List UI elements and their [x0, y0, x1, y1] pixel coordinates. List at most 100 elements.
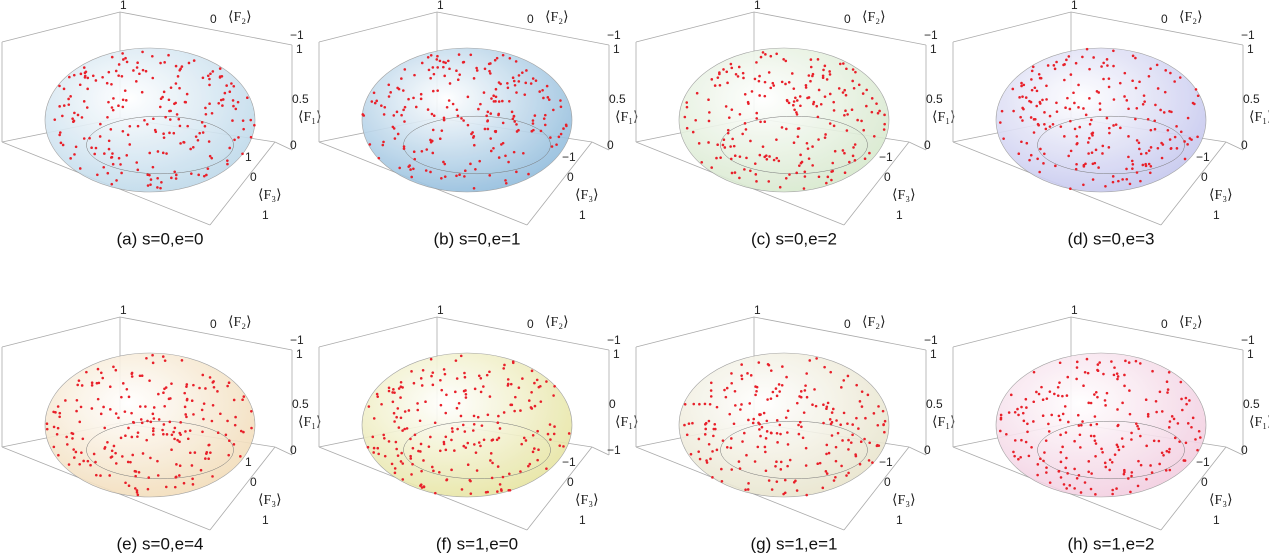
sample-point — [125, 388, 129, 391]
sample-point — [816, 115, 820, 119]
sample-point — [1089, 401, 1093, 405]
sample-point — [501, 99, 504, 103]
sample-point — [784, 416, 788, 419]
sample-point — [1019, 115, 1022, 119]
sample-point — [124, 434, 127, 438]
sample-point — [1052, 64, 1056, 67]
sample-point — [110, 449, 114, 453]
sample-point — [151, 54, 154, 58]
sample-point — [1067, 55, 1071, 58]
sample-point — [90, 381, 94, 385]
sample-point — [1146, 415, 1150, 418]
sample-point — [455, 406, 459, 410]
sample-point — [108, 385, 112, 389]
sample-point — [1118, 81, 1122, 85]
axis-label: −1 — [1196, 455, 1210, 469]
surface-contour — [720, 115, 868, 175]
sample-point — [1090, 118, 1093, 122]
caption: (h) s=1,e=2 — [1068, 534, 1155, 553]
sample-point — [728, 412, 732, 416]
caption: (d) s=0,e=3 — [1068, 229, 1155, 248]
sample-point — [700, 160, 704, 164]
sample-point — [496, 421, 500, 425]
sample-point — [108, 474, 111, 477]
sample-point — [763, 445, 767, 449]
sample-point — [455, 108, 459, 112]
axis-label: 0.5 — [292, 397, 309, 411]
sample-point — [716, 76, 720, 79]
sample-point — [811, 72, 815, 76]
sample-point — [233, 423, 237, 427]
sample-point — [442, 65, 445, 69]
sample-point — [754, 393, 757, 397]
sample-point — [463, 169, 467, 173]
sample-point — [519, 409, 522, 412]
sample-point — [372, 91, 376, 95]
sample-point — [1115, 487, 1118, 490]
sample-point — [210, 111, 214, 115]
sample-point — [372, 451, 375, 454]
sample-point — [1024, 96, 1028, 99]
sample-point — [95, 381, 99, 385]
sample-point — [719, 156, 722, 159]
sample-point — [507, 160, 510, 164]
sample-point — [1088, 136, 1091, 140]
sample-point — [483, 127, 487, 131]
sample-point — [490, 97, 493, 100]
sample-point — [1064, 106, 1067, 110]
sample-point — [178, 474, 181, 477]
sample-point — [775, 480, 779, 483]
sample-point — [1147, 149, 1151, 152]
sample-point — [484, 490, 488, 494]
box-edge — [318, 11, 438, 43]
sample-point — [455, 69, 458, 72]
sample-point — [774, 387, 778, 390]
sample-point — [777, 159, 781, 163]
sample-point — [476, 415, 480, 419]
sample-point — [211, 475, 214, 478]
sample-point — [882, 423, 885, 427]
sample-point — [226, 159, 229, 162]
sample-point — [126, 133, 130, 137]
sample-point — [162, 136, 166, 139]
sample-point — [839, 423, 842, 427]
surface-contour — [403, 420, 551, 480]
sample-point — [168, 420, 172, 424]
sample-point — [1024, 440, 1028, 444]
sample-point — [399, 380, 403, 384]
sample-point — [216, 431, 220, 435]
sample-point — [382, 140, 385, 144]
sample-point — [507, 472, 511, 476]
sample-point — [790, 72, 794, 75]
sample-point — [98, 135, 102, 138]
sample-point — [779, 460, 783, 464]
sample-point — [205, 452, 208, 455]
sample-point — [1152, 439, 1156, 443]
axis-label: 1 — [262, 208, 269, 222]
sample-point — [1053, 392, 1056, 396]
sample-point — [724, 105, 728, 108]
sample-point — [94, 473, 98, 477]
sample-point — [1079, 491, 1083, 494]
sample-point — [832, 100, 835, 104]
sample-point — [231, 99, 235, 102]
sample-point — [1182, 459, 1186, 462]
axis-label: −1 — [290, 28, 304, 42]
sample-point — [1196, 448, 1199, 452]
sample-point — [400, 113, 403, 117]
sample-point — [77, 379, 81, 382]
sample-point — [149, 420, 153, 424]
sample-point — [392, 127, 396, 130]
sample-point — [1076, 413, 1080, 417]
sample-point — [420, 469, 423, 473]
sample-point — [226, 419, 229, 423]
sample-point — [538, 90, 542, 93]
sample-point — [120, 74, 124, 78]
axis-label: 1 — [245, 455, 252, 469]
box-edge — [526, 446, 593, 531]
sample-point — [759, 434, 762, 438]
sample-point — [102, 405, 105, 409]
sample-point — [778, 185, 782, 189]
sample-point — [1110, 360, 1113, 363]
sample-point — [506, 378, 510, 381]
